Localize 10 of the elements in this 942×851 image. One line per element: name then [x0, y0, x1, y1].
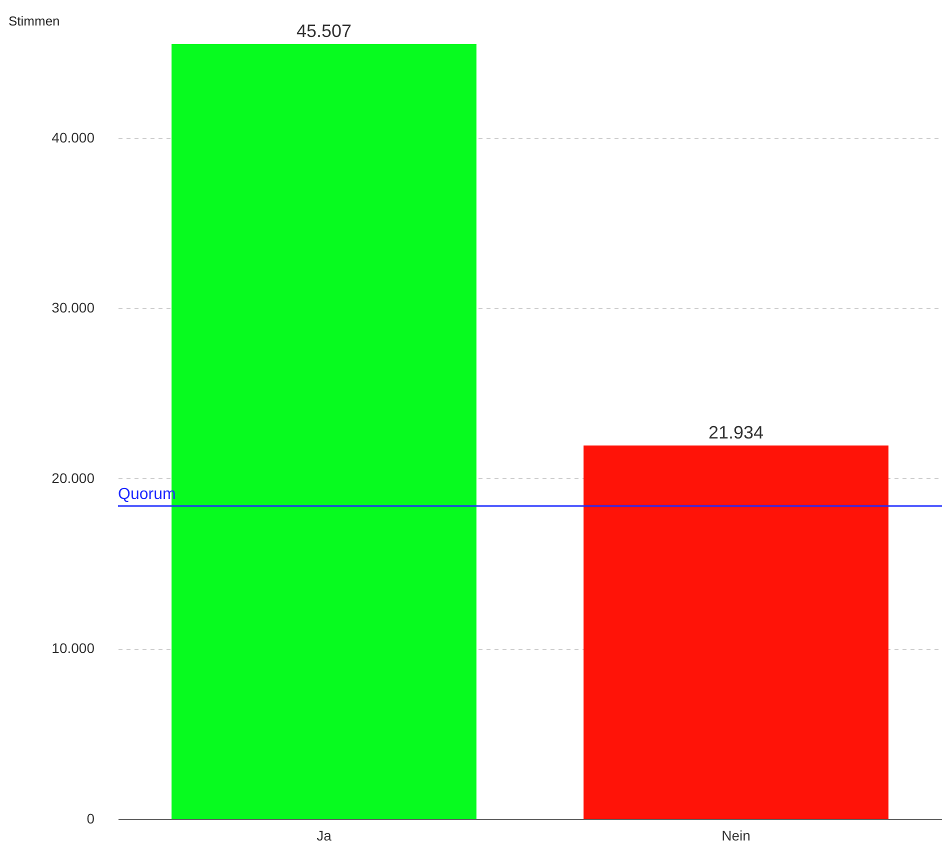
data-label: 45.507 — [296, 21, 352, 41]
y-tick-label: 40.000 — [52, 129, 95, 146]
y-tick-label: 20.000 — [52, 470, 95, 486]
y-axis-title: Stimmen — [8, 14, 60, 28]
x-tick-label: Ja — [316, 828, 332, 844]
y-tick-label: 0 — [86, 810, 95, 826]
x-tick-label: Nein — [722, 828, 750, 844]
data-label: 21.934 — [708, 422, 764, 442]
y-tick-label: 30.000 — [52, 300, 95, 316]
y-tick-label: 10.000 — [52, 640, 95, 656]
